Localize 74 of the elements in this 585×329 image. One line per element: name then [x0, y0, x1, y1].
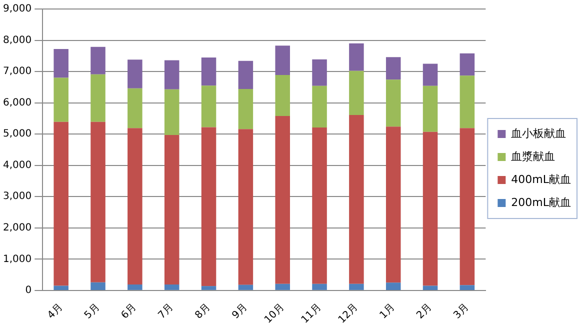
- legend-label: 200mL献血: [511, 196, 572, 209]
- bar: [164, 60, 180, 90]
- bar: [238, 60, 254, 90]
- bar: [238, 129, 254, 285]
- legend-label: 血小板献血: [511, 126, 566, 140]
- bar: [312, 59, 327, 86]
- bar: [164, 89, 180, 136]
- y-tick-label: 6,000: [2, 97, 32, 108]
- bar: [54, 49, 68, 78]
- bar: [422, 64, 438, 86]
- bar: [54, 78, 68, 122]
- bar: [422, 286, 438, 290]
- bar: [349, 70, 364, 116]
- bar: [128, 128, 142, 285]
- x-tick-label: 4月: [46, 302, 66, 322]
- y-tick-label: 7,000: [2, 66, 32, 78]
- bar: [201, 127, 216, 286]
- x-tick-label: 6月: [120, 302, 139, 322]
- x-tick-label: 12月: [336, 302, 360, 326]
- bar: [128, 60, 142, 88]
- bar: [422, 86, 438, 132]
- bar: [386, 282, 401, 290]
- bar: [275, 46, 290, 75]
- bar: [460, 128, 475, 286]
- bar: [238, 284, 254, 290]
- x-tick-label: 11月: [300, 302, 324, 326]
- x-tick-label: 5月: [82, 302, 102, 322]
- y-tick-label: 4,000: [2, 160, 32, 171]
- bar: [460, 76, 475, 128]
- bar: [238, 89, 254, 130]
- bar: [460, 53, 475, 76]
- bar: [422, 132, 438, 286]
- bar: [201, 57, 216, 86]
- bar: [386, 80, 401, 127]
- y-tick-label: 0: [25, 285, 32, 296]
- y-tick-label: 9,000: [2, 4, 32, 15]
- y-tick-label: 3,000: [2, 191, 32, 202]
- bar: [460, 285, 475, 290]
- bar: [386, 126, 401, 283]
- bar: [312, 128, 327, 284]
- x-tick-label: 3月: [452, 302, 472, 322]
- x-tick-label: 10月: [262, 302, 287, 326]
- bar: [128, 88, 142, 128]
- bar: [90, 282, 106, 290]
- bar: [275, 116, 290, 284]
- x-tick-label: 2月: [414, 302, 434, 322]
- y-tick-label: 8,000: [2, 34, 32, 46]
- bar: [164, 135, 180, 285]
- bar: [90, 74, 106, 122]
- x-tick-label: 8月: [193, 302, 213, 322]
- bar: [275, 74, 290, 116]
- bar: [349, 115, 364, 284]
- bar: [349, 284, 364, 290]
- bar: [128, 284, 142, 290]
- x-tick-label: 1月: [378, 302, 398, 322]
- x-tick-label: 9月: [230, 302, 250, 322]
- bar: [312, 86, 327, 128]
- bar: [201, 86, 216, 128]
- legend-label: 400mL献血: [511, 172, 572, 186]
- x-tick-label: 7月: [156, 302, 176, 322]
- bar: [275, 284, 290, 290]
- bar: [349, 43, 364, 71]
- bar: [90, 122, 106, 282]
- bar: [386, 57, 401, 80]
- bar: [312, 284, 327, 290]
- bar: [201, 286, 216, 290]
- y-tick-label: 5,000: [2, 128, 32, 140]
- bar: [90, 46, 106, 74]
- y-tick-label: 2,000: [2, 222, 32, 234]
- legend-label: 血漿献血: [511, 150, 556, 163]
- y-tick-label: 1,000: [2, 254, 32, 265]
- bar: [164, 284, 180, 290]
- bar: [54, 122, 68, 286]
- bar: [54, 286, 68, 290]
